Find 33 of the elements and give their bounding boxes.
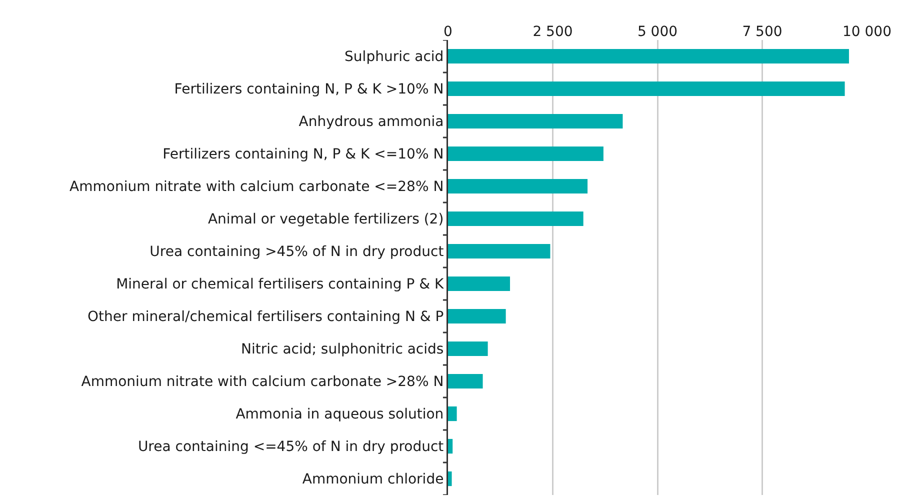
bar [448,211,584,226]
x-tick-label: 10 000 [842,24,892,40]
y-tick-label: Ammonia in aqueous solution [236,406,444,423]
y-tick-label: Sulphuric acid [344,49,444,66]
x-tick-label: 7 500 [742,24,782,40]
y-tick-label: Ammonium chloride [302,472,444,488]
y-tick-label: Anhydrous ammonia [298,114,444,130]
y-tick-label: Urea containing >45% of N in dry product [150,244,444,260]
bar [448,341,488,356]
bar [448,406,457,422]
x-tick-label: 0 [444,24,452,40]
x-tick-label: 2 500 [532,24,573,40]
bar [448,48,849,64]
y-tick-label: Urea containing <=45% of N in dry product [138,439,444,456]
x-tick-label: 5 000 [637,24,678,40]
y-tick-label: Fertilizers containing N, P & K <=10% N [162,146,444,163]
y-tick-label: Mineral or chemical fertilisers containing P & K [116,276,445,293]
bar [448,374,483,389]
bar [448,471,452,486]
y-tick-label: Other mineral/chemical fertilisers containing N & P [88,309,444,326]
y-tick-label: Ammonium nitrate with calcium carbonate >28% N [81,374,444,390]
bar [448,244,550,259]
y-tick-label: Fertilizers containing N, P & K >10% N [174,82,444,98]
bar [448,308,506,324]
bar [448,438,453,454]
y-tick-label: Animal or vegetable fertilizers (2) [208,212,444,228]
bar [448,114,623,129]
y-tick-label: Ammonium nitrate with calcium carbonate <=28% N [70,179,444,196]
bar [448,178,588,194]
bar [448,81,845,96]
bar [448,146,604,162]
y-tick-label: Nitric acid; sulphonitric acids [241,342,444,358]
bar [448,276,510,292]
